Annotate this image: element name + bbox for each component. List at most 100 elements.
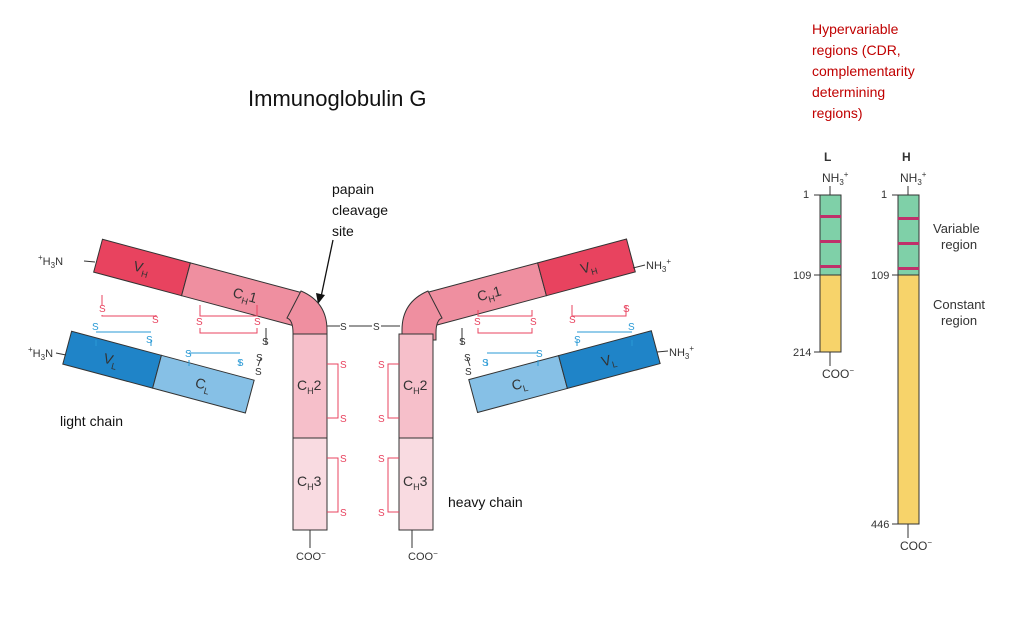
right-heavy-s-labels: S S S S — [474, 304, 630, 328]
svg-text:S: S — [574, 335, 581, 346]
heavy-boundary-residue: 109 — [871, 270, 889, 282]
svg-text:S: S — [569, 315, 576, 326]
nh3-terminus-light-right: NH3+ — [669, 344, 694, 361]
svg-text:S: S — [99, 304, 106, 315]
left-heavy-fab: VH CH1 — [93, 238, 305, 327]
svg-text:S: S — [340, 508, 347, 519]
svg-text:S: S — [378, 454, 385, 465]
fc-intrachain-disulfides — [327, 363, 399, 513]
coo-terminus-left: COO− — [296, 549, 326, 563]
svg-text:S: S — [262, 337, 269, 348]
vh-domain-label-left: VH — [131, 258, 151, 280]
right-light-s-labels: S S S S — [482, 322, 635, 369]
light-cdr-1 — [820, 215, 841, 218]
ch3-domain-label-right: CH3 — [403, 473, 428, 492]
heavy-cdr-1 — [898, 217, 919, 220]
right-interchain-disulfide: S S S — [459, 328, 472, 378]
papain-label-line: cleavage — [332, 202, 389, 218]
papain-label-line: papain — [332, 181, 375, 197]
left-light-s-labels: S S S S — [92, 322, 244, 369]
ch3-domain-left — [292, 437, 328, 531]
ch2-domain-label-left: CH2 — [297, 377, 322, 396]
left-light-chain: VL CL — [62, 330, 255, 414]
constant-region-label-1: Constant — [933, 297, 985, 312]
svg-text:S: S — [152, 315, 159, 326]
left-heavy-s-labels: S S S S — [99, 304, 261, 328]
papain-label-line: site — [332, 223, 354, 239]
svg-text:S: S — [185, 349, 192, 360]
svg-text:S: S — [465, 367, 472, 378]
hinge-right — [401, 290, 443, 341]
left-interchain-disulfide: S S S — [255, 328, 269, 378]
svg-text:S: S — [255, 367, 262, 378]
light-bar-coo: COO− — [822, 366, 854, 381]
heavy-bar-header: H — [902, 150, 911, 164]
light-cdr-3 — [820, 265, 841, 268]
heavy-cdr-3 — [898, 267, 919, 270]
svg-text:S: S — [536, 349, 543, 360]
hypervariable-label-line: regions) — [812, 105, 863, 121]
cl-domain-label-left: CL — [193, 374, 213, 396]
svg-text:S: S — [92, 322, 99, 333]
cl-domain-left — [152, 354, 255, 414]
variable-region-label-2: region — [941, 237, 977, 252]
svg-text:S: S — [459, 337, 466, 348]
fc-s-labels: S S S S S S S S — [340, 360, 385, 519]
light-cdr-2 — [820, 240, 841, 243]
left-light-intrachain-disulfides — [95, 331, 241, 366]
svg-text:S: S — [146, 335, 153, 346]
ch3-domain-right — [398, 437, 434, 531]
hypervariable-label-line: Hypervariable — [812, 21, 899, 37]
svg-text:S: S — [378, 508, 385, 519]
constant-region-label-2: region — [941, 313, 977, 328]
hinge-disulfide: S S — [327, 322, 400, 333]
coo-terminus-right: COO− — [408, 549, 438, 563]
heavy-cdr-2 — [898, 242, 919, 245]
right-heavy-fab: CH1 VH — [423, 238, 636, 327]
svg-text:S: S — [340, 414, 347, 425]
svg-text:S: S — [373, 322, 380, 333]
svg-text:S: S — [340, 360, 347, 371]
diagram-title: Immunoglobulin G — [248, 86, 427, 111]
svg-text:S: S — [464, 353, 471, 364]
heavy-constant-segment — [897, 274, 920, 525]
ch2-domain-left — [292, 333, 328, 439]
svg-text:S: S — [254, 317, 261, 328]
heavy-bar-coo: COO− — [900, 538, 932, 553]
svg-text:S: S — [474, 317, 481, 328]
chain-bar-diagram: L H NH3+ NH3+ 1 109 214 1 — [793, 150, 985, 553]
svg-text:S: S — [378, 414, 385, 425]
right-light-intrachain-disulfides — [486, 331, 633, 366]
heavy-chain-label: heavy chain — [448, 494, 523, 510]
vl-domain-right — [557, 330, 661, 390]
svg-text:S: S — [237, 358, 244, 369]
light-variable-segment — [819, 194, 842, 276]
papain-cleavage-label: papain cleavage site — [332, 179, 388, 242]
vl-domain-label-left: VL — [101, 350, 120, 372]
h3n-terminus-light-left: +H3N — [28, 345, 53, 362]
light-constant-segment — [819, 274, 842, 353]
ch3-domain-label-left: CH3 — [297, 473, 322, 492]
variable-region-label-1: Variable — [933, 221, 980, 236]
light-end-residue: 214 — [793, 347, 811, 359]
heavy-bar-nh3: NH3+ — [900, 170, 927, 187]
ch2-domain-right — [398, 333, 434, 439]
cl-domain-label-right: CL — [510, 374, 530, 396]
svg-text:S: S — [196, 317, 203, 328]
heavy-start-residue: 1 — [881, 189, 887, 201]
svg-text:S: S — [482, 358, 489, 369]
svg-text:S: S — [628, 322, 635, 333]
svg-text:S: S — [256, 353, 263, 364]
heavy-variable-segment — [897, 194, 920, 276]
svg-text:S: S — [378, 360, 385, 371]
svg-text:S: S — [340, 454, 347, 465]
right-light-chain: CL VL — [468, 330, 661, 414]
right-heavy-intrachain-disulfides — [477, 305, 627, 334]
hypervariable-label-line: complementarity — [812, 63, 915, 79]
ch2-domain-label-right: CH2 — [403, 377, 428, 396]
vh-domain-right — [537, 238, 636, 297]
light-chain-label: light chain — [60, 413, 124, 429]
svg-text:S: S — [623, 304, 630, 315]
light-start-residue: 1 — [803, 189, 809, 201]
